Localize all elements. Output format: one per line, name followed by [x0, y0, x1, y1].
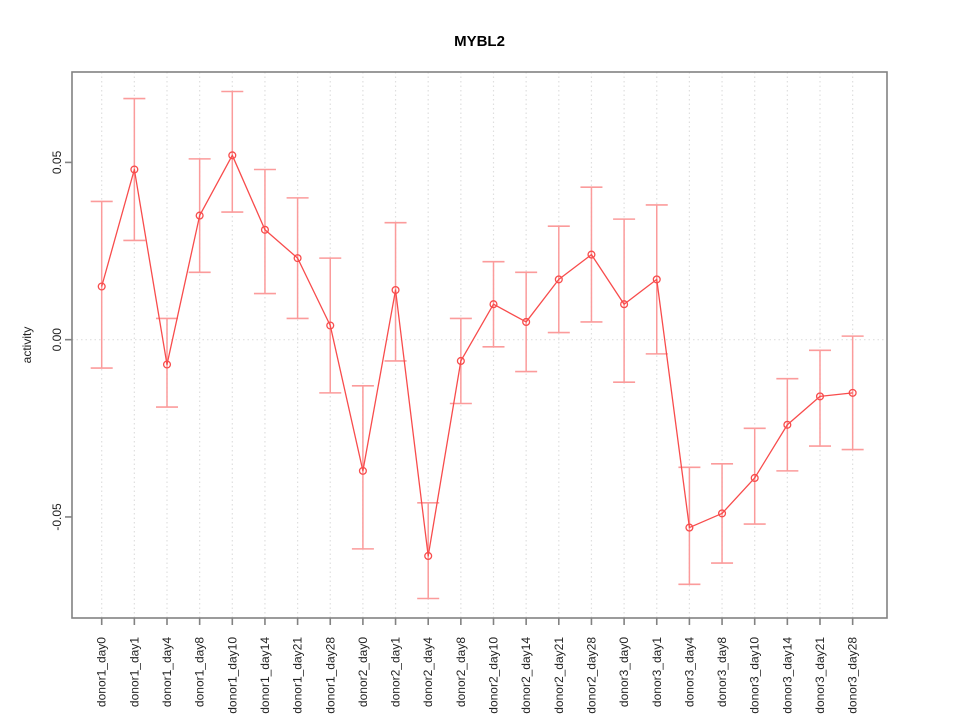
- x-tick-label: donor1_day28: [323, 637, 337, 714]
- x-tick-label: donor3_day1: [650, 637, 664, 707]
- x-tick-label: donor1_day14: [258, 637, 272, 714]
- y-tick-label: 0.05: [50, 150, 64, 174]
- x-tick-label: donor2_day4: [421, 637, 435, 707]
- data-point: [97, 282, 106, 291]
- data-point: [489, 300, 498, 309]
- x-tick-label: donor2_day28: [584, 637, 598, 714]
- chart-title: MYBL2: [454, 33, 505, 50]
- x-tick-label: donor2_day21: [552, 637, 566, 714]
- x-tick-label: donor3_day10: [748, 637, 762, 714]
- plot-box: [71, 71, 888, 619]
- data-point: [424, 551, 433, 561]
- gridlines: [72, 72, 887, 618]
- x-tick-label: donor1_day10: [225, 637, 239, 714]
- data-point: [554, 275, 563, 284]
- data-point: [652, 275, 661, 284]
- data-point: [391, 285, 400, 295]
- data-point: [522, 317, 531, 327]
- data-point: [587, 250, 596, 259]
- data-point: [750, 473, 759, 483]
- data-point: [293, 254, 302, 263]
- x-tick-label: donor3_day21: [813, 637, 827, 714]
- y-axis-title: activity: [20, 327, 34, 364]
- data-point: [162, 360, 172, 369]
- y-tick-label: 0.00: [50, 328, 64, 352]
- x-tick-label: donor2_day10: [487, 637, 501, 714]
- axes: [65, 71, 888, 625]
- y-tick-label: -0.05: [50, 503, 64, 531]
- x-tick-label: donor3_day4: [682, 637, 696, 707]
- data-point: [130, 165, 139, 174]
- x-tick-label: donor3_day28: [846, 637, 860, 714]
- data-point: [326, 321, 335, 330]
- error-bars: [90, 90, 864, 600]
- data-series: [97, 151, 857, 561]
- data-point: [783, 420, 792, 429]
- data-point: [260, 225, 270, 234]
- x-tick-label: donor1_day21: [291, 637, 305, 714]
- x-tick-label: donor2_day1: [389, 637, 403, 707]
- axis-tick-labels: -0.05 0.00 0.05 donor1_day0 donor1_day1 donor…: [50, 150, 860, 713]
- x-tick-label: donor3_day14: [780, 637, 794, 714]
- x-tick-label: donor1_day4: [160, 637, 174, 707]
- x-tick-label: donor1_day1: [127, 637, 141, 707]
- data-point: [195, 211, 204, 220]
- x-tick-label: donor3_day8: [715, 637, 729, 707]
- series-line: [101, 154, 853, 557]
- data-point: [358, 466, 367, 475]
- x-tick-label: donor2_day0: [356, 637, 370, 707]
- data-point: [848, 388, 857, 397]
- data-point: [685, 523, 694, 532]
- x-tick-label: donor2_day14: [519, 637, 533, 714]
- data-point: [620, 300, 629, 309]
- x-tick-label: donor1_day8: [193, 637, 207, 707]
- data-point: [815, 392, 825, 401]
- data-point: [717, 509, 727, 518]
- data-point: [456, 356, 465, 366]
- x-tick-label: donor2_day8: [454, 637, 468, 707]
- data-point: [228, 151, 237, 160]
- x-tick-label: donor3_day0: [617, 637, 631, 707]
- x-tick-label: donor1_day0: [95, 637, 109, 707]
